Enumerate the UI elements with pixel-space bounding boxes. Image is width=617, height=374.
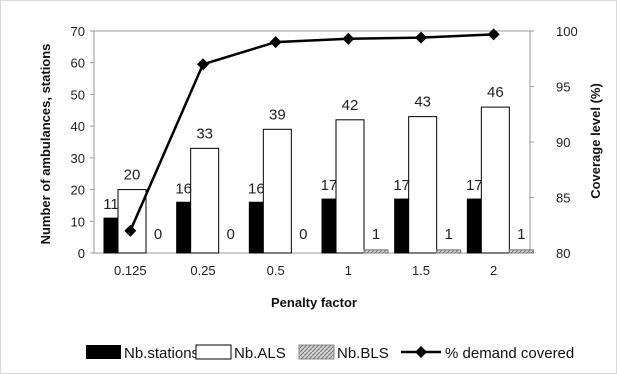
data-label-nb-bls: 1	[444, 226, 452, 243]
data-label-nb-stations: 16	[248, 180, 265, 197]
legend-swatch-nb-stations	[86, 345, 121, 359]
y-left-tick-label: 70	[71, 24, 85, 39]
bar-nb-stations	[103, 217, 119, 254]
bar-nb-bls	[363, 249, 389, 254]
y-right-tick-label: 80	[556, 246, 570, 261]
y-left-tick-label: 10	[71, 214, 85, 229]
legend-marker-demand-covered	[415, 346, 427, 358]
y-left-tick-label: 40	[71, 119, 85, 134]
x-tick-label: 0.5	[267, 263, 285, 278]
bar-nb-als	[408, 116, 438, 254]
bar-nb-bls	[508, 249, 534, 254]
legend-swatch-nb-bls	[298, 344, 335, 360]
y-left-tick-label: 20	[71, 183, 85, 198]
y-left-tick-label: 30	[71, 151, 85, 166]
x-tick-label: 1.5	[412, 263, 430, 278]
point-demand-covered	[269, 36, 282, 49]
bar-nb-stations	[321, 198, 337, 254]
legend-label-nb-als: Nb.ALS	[234, 345, 286, 362]
data-label-nb-als: 39	[269, 106, 286, 123]
y-axis-title-left: Number of ambulances, stations	[38, 44, 53, 245]
point-demand-covered	[124, 224, 137, 237]
legend-label-demand-covered: % demand covered	[445, 345, 574, 362]
x-tick-label: 0.25	[190, 263, 215, 278]
data-label-nb-bls: 1	[372, 226, 380, 243]
data-label-nb-stations: 16	[175, 180, 192, 197]
data-label-nb-bls: 0	[154, 226, 162, 243]
data-label-nb-stations: 11	[103, 196, 119, 213]
data-label-nb-bls: 0	[226, 226, 234, 243]
bar-nb-als	[480, 106, 510, 254]
bar-nb-stations	[248, 201, 264, 254]
point-demand-covered	[487, 28, 500, 41]
y-right-tick-label: 100	[556, 24, 578, 39]
data-label-nb-stations: 17	[393, 177, 410, 194]
data-label-nb-als: 43	[414, 94, 431, 111]
x-tick-label: 0.125	[114, 263, 147, 278]
bar-nb-als	[262, 128, 292, 254]
bar-nb-als	[117, 189, 147, 254]
y-axis-title-right: Coverage level (%)	[588, 83, 603, 199]
bar-nb-stations	[394, 198, 410, 254]
bar-nb-bls	[436, 249, 462, 254]
point-demand-covered	[415, 31, 427, 44]
point-demand-covered	[342, 32, 355, 45]
bar-nb-als	[190, 147, 220, 254]
point-demand-covered	[197, 58, 209, 71]
data-label-nb-stations: 17	[321, 177, 338, 194]
data-label-nb-als: 20	[124, 167, 141, 184]
x-axis-title: Penalty factor	[271, 295, 357, 310]
x-tick-label: 1	[345, 263, 352, 278]
legend-label-nb-stations: Nb.stations	[124, 345, 199, 362]
y-left-tick-label: 60	[71, 56, 85, 71]
legend-label-nb-bls: Nb.BLS	[337, 345, 389, 362]
y-left-tick-label: 50	[71, 87, 85, 102]
bar-nb-stations	[176, 201, 192, 254]
legend-swatch-nb-als	[195, 344, 232, 360]
y-right-tick-label: 95	[556, 80, 570, 95]
data-label-nb-als: 42	[342, 97, 359, 114]
plot-area	[93, 30, 531, 254]
legend: Nb.stations Nb.ALS Nb.BLS % demand covered	[86, 344, 574, 362]
data-label-nb-als: 46	[487, 84, 504, 101]
line-demand-covered	[129, 33, 494, 232]
bar-nb-stations	[466, 198, 482, 254]
x-tick-label: 2	[490, 263, 497, 278]
y-right-tick-label: 85	[556, 191, 570, 206]
data-label-nb-als: 33	[196, 125, 213, 142]
y-left-tick-label: 0	[78, 246, 85, 261]
bar-nb-als	[335, 119, 365, 254]
data-label-nb-stations: 17	[466, 177, 483, 194]
data-label-nb-bls: 1	[517, 226, 525, 243]
data-label-nb-bls: 0	[299, 226, 307, 243]
y-right-tick-label: 90	[556, 135, 570, 150]
